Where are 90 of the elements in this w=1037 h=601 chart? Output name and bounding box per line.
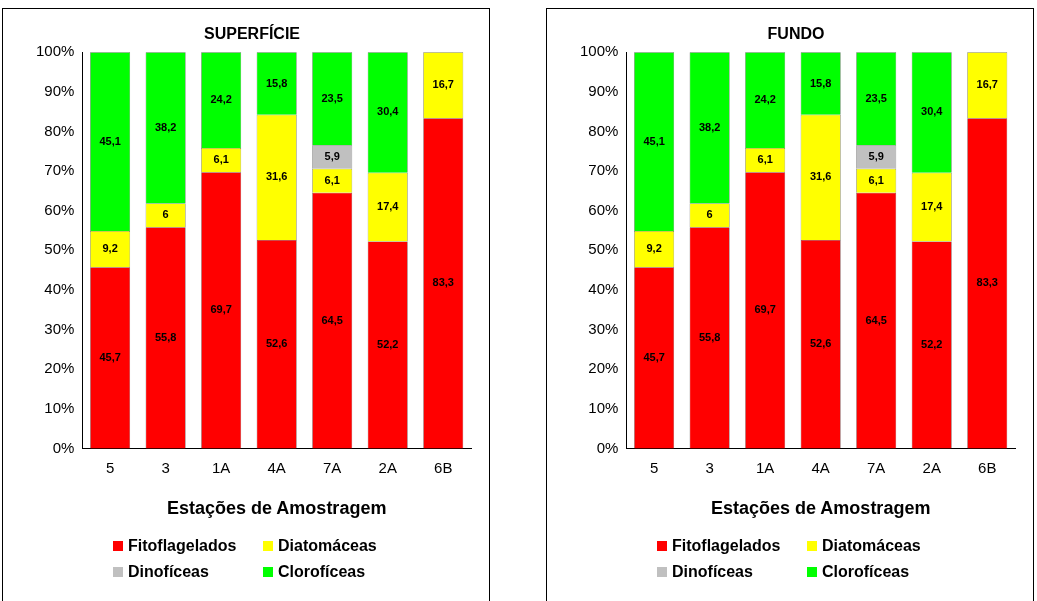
- data-label: 6,1: [757, 153, 773, 166]
- legend-label: Diatomáceas: [821, 537, 922, 555]
- y-tick-label: 30%: [44, 319, 75, 337]
- y-tick-label: 100%: [579, 42, 619, 60]
- y-tick-label: 30%: [588, 319, 619, 337]
- data-label: 64,5: [865, 313, 887, 326]
- data-label: 45,1: [99, 134, 121, 147]
- data-label: 69,7: [210, 303, 232, 316]
- data-label: 52,2: [921, 338, 943, 351]
- data-label: 38,2: [154, 120, 177, 133]
- y-tick-label: 40%: [588, 280, 619, 298]
- legend-label: Diatomáceas: [277, 537, 378, 555]
- y-tick-label: 90%: [44, 81, 75, 99]
- y-tick-label: 80%: [44, 121, 75, 139]
- y-tick-label: 10%: [588, 398, 619, 416]
- data-label: 83,3: [976, 276, 998, 289]
- y-tick-label: 20%: [588, 359, 619, 377]
- data-label: 45,7: [99, 350, 121, 363]
- y-tick-label: 90%: [588, 81, 619, 99]
- data-label: 9,2: [102, 242, 118, 255]
- x-axis-title: Estações de Amostragem: [710, 498, 931, 519]
- data-label: 52,2: [377, 338, 399, 351]
- x-tick-label: 1A: [755, 458, 775, 476]
- data-label: 31,6: [809, 170, 832, 183]
- y-tick-label: 40%: [44, 280, 75, 298]
- y-tick-label: 70%: [588, 161, 619, 179]
- data-label: 6,1: [324, 173, 340, 186]
- data-label: 69,7: [754, 303, 776, 316]
- data-label: 15,8: [809, 76, 832, 89]
- x-tick-label: 4A: [267, 458, 286, 476]
- data-label: 45,1: [643, 134, 665, 147]
- data-label: 52,6: [809, 337, 832, 350]
- y-tick-label: 80%: [588, 121, 619, 139]
- y-tick-label: 0%: [52, 438, 75, 456]
- x-tick-label: 1A: [211, 458, 231, 476]
- data-label: 16,7: [976, 78, 998, 91]
- data-label: 31,6: [265, 170, 288, 183]
- data-label: 55,8: [154, 330, 177, 343]
- y-tick-label: 100%: [35, 42, 75, 60]
- data-label: 64,5: [321, 313, 343, 326]
- y-tick-label: 20%: [44, 359, 75, 377]
- data-label: 15,8: [265, 76, 288, 89]
- x-tick-label: 4A: [811, 458, 830, 476]
- data-label: 6,1: [868, 173, 884, 186]
- data-label: 83,3: [432, 276, 454, 289]
- data-label: 5,9: [868, 150, 884, 163]
- data-label: 52,6: [265, 337, 288, 350]
- x-tick-label: 7A: [867, 458, 886, 476]
- y-tick-label: 50%: [44, 240, 75, 258]
- data-label: 6: [706, 208, 713, 221]
- data-label: 5,9: [324, 150, 340, 163]
- legend-label: Fitoflagelados: [127, 537, 238, 555]
- legend-label: Dinofíceas: [671, 563, 754, 581]
- legend-label: Clorofíceas: [821, 563, 911, 581]
- legend-label: Clorofíceas: [277, 563, 367, 581]
- data-label: 30,4: [921, 105, 944, 118]
- data-label: 17,4: [921, 200, 944, 213]
- y-tick-label: 0%: [596, 438, 619, 456]
- data-label: 9,2: [646, 242, 662, 255]
- x-tick-label: 2A: [378, 458, 397, 476]
- data-label: 24,2: [754, 93, 776, 106]
- data-label: 17,4: [377, 200, 400, 213]
- x-tick-label: 5: [649, 458, 659, 476]
- legend-label: Dinofíceas: [127, 563, 210, 581]
- x-tick-label: 3: [161, 458, 170, 476]
- x-tick-label: 5: [105, 458, 115, 476]
- x-tick-label: 3: [705, 458, 714, 476]
- legend-label: Fitoflagelados: [671, 537, 782, 555]
- y-tick-label: 10%: [44, 398, 75, 416]
- x-tick-label: 2A: [922, 458, 941, 476]
- x-tick-label: 7A: [323, 458, 342, 476]
- data-label: 24,2: [210, 93, 232, 106]
- y-tick-label: 70%: [44, 161, 75, 179]
- y-tick-label: 60%: [588, 200, 619, 218]
- y-tick-label: 60%: [44, 200, 75, 218]
- data-label: 23,5: [321, 91, 343, 104]
- x-axis-title: Estações de Amostragem: [166, 498, 387, 519]
- data-label: 38,2: [698, 120, 721, 133]
- chart-title: FUNDO: [767, 25, 825, 43]
- data-label: 23,5: [865, 91, 887, 104]
- data-label: 6: [162, 208, 169, 221]
- data-label: 6,1: [213, 153, 229, 166]
- data-label: 45,7: [643, 350, 665, 363]
- y-tick-label: 50%: [588, 240, 619, 258]
- data-label: 16,7: [432, 78, 454, 91]
- data-label: 55,8: [698, 330, 721, 343]
- chart-title: SUPERFÍCIE: [203, 24, 301, 43]
- x-tick-label: 6B: [434, 458, 453, 476]
- x-tick-label: 6B: [978, 458, 997, 476]
- data-label: 30,4: [377, 105, 400, 118]
